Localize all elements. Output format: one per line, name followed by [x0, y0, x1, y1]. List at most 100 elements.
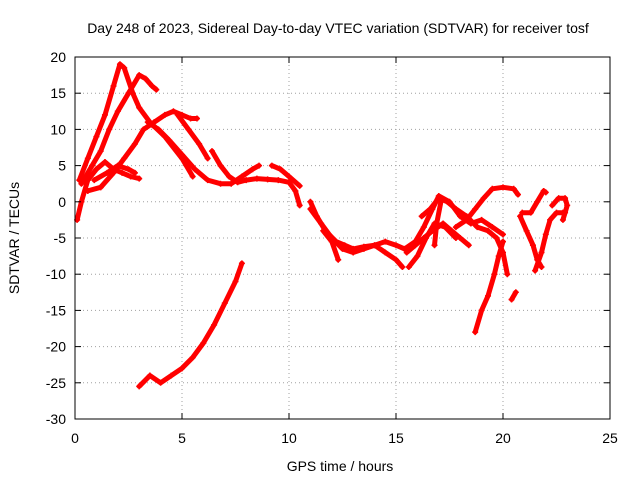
- data-point: [296, 202, 303, 209]
- data-point: [153, 86, 160, 93]
- data-point: [418, 213, 425, 220]
- data-point: [286, 179, 292, 186]
- series-arc-23-markers: [519, 187, 549, 216]
- data-point: [116, 61, 123, 68]
- data-point: [489, 185, 496, 192]
- series-arc-2-markers: [78, 72, 160, 187]
- data-point: [217, 162, 224, 169]
- data-point: [504, 271, 511, 278]
- data-point: [508, 296, 515, 303]
- data-point: [238, 260, 245, 267]
- data-point: [185, 126, 192, 133]
- data-point: [350, 249, 357, 256]
- data-point: [491, 271, 498, 278]
- series-arc-18-markers: [452, 184, 521, 231]
- data-point: [146, 372, 153, 379]
- series-arc-19-markers: [472, 238, 506, 336]
- data-point: [527, 209, 534, 216]
- data-point: [399, 263, 406, 270]
- data-point: [243, 177, 250, 184]
- series-arc-24-markers: [549, 195, 571, 223]
- y-tick-label: -10: [46, 266, 66, 282]
- x-tick-label: 15: [388, 430, 404, 446]
- series-arc-10-markers: [136, 260, 245, 390]
- data-point: [157, 379, 164, 386]
- data-point: [217, 180, 224, 187]
- data-point: [234, 179, 241, 186]
- series-arc-6-markers: [144, 119, 263, 187]
- data-point: [500, 231, 506, 238]
- series-arc-15: [406, 221, 459, 270]
- data-point: [187, 115, 194, 122]
- data-point: [200, 339, 207, 346]
- data-point: [127, 173, 134, 180]
- data-point: [500, 238, 506, 245]
- data-point: [179, 365, 185, 372]
- data-point: [542, 231, 549, 238]
- data-point: [474, 224, 481, 231]
- data-point: [555, 195, 562, 202]
- data-point: [189, 354, 196, 361]
- data-point: [174, 111, 181, 118]
- data-point: [101, 158, 108, 165]
- data-point: [166, 137, 173, 144]
- data-point: [510, 185, 517, 192]
- data-point: [84, 177, 91, 184]
- data-point: [559, 216, 566, 223]
- data-point: [204, 177, 211, 184]
- data-point: [253, 175, 260, 182]
- series-arc-12-markers: [307, 206, 406, 270]
- data-point: [142, 75, 149, 82]
- data-point: [144, 119, 151, 126]
- y-tick-label: 5: [58, 158, 66, 174]
- data-point: [208, 148, 215, 155]
- data-point: [136, 175, 143, 182]
- data-point: [401, 245, 408, 252]
- chart-title: Day 248 of 2023, Sidereal Day-to-day VTE…: [87, 20, 589, 36]
- data-point: [420, 224, 427, 231]
- data-point: [196, 140, 203, 147]
- data-point: [371, 242, 378, 249]
- y-tick-label: -5: [54, 230, 67, 246]
- series-arc-8-markers: [208, 148, 303, 209]
- data-point: [433, 220, 440, 227]
- data-point: [307, 206, 314, 213]
- data-point: [170, 108, 177, 115]
- data-point: [238, 173, 245, 180]
- data-point: [189, 173, 196, 180]
- series-arc-12: [307, 206, 405, 270]
- data-point: [534, 198, 541, 205]
- data-point: [119, 169, 126, 176]
- data-point: [393, 256, 399, 263]
- data-point: [538, 249, 545, 256]
- data-point: [553, 209, 560, 216]
- series-arc-22-markers: [532, 209, 566, 274]
- data-point: [221, 300, 228, 307]
- data-point: [97, 148, 104, 155]
- series-arc-7-markers: [174, 111, 211, 162]
- data-point: [296, 182, 303, 189]
- series-arc-20-markers: [508, 289, 519, 303]
- data-point: [84, 187, 91, 194]
- data-point: [405, 263, 412, 270]
- data-point: [485, 292, 492, 299]
- data-point: [226, 173, 233, 180]
- data-point: [519, 209, 526, 216]
- data-point: [382, 238, 389, 245]
- data-point: [562, 209, 569, 216]
- series-arc-17-markers: [431, 198, 444, 249]
- data-point: [110, 82, 117, 89]
- data-point: [442, 224, 449, 231]
- data-point: [444, 198, 451, 205]
- data-point: [403, 249, 410, 256]
- data-point: [318, 220, 325, 227]
- data-point: [307, 198, 314, 205]
- data-point: [435, 195, 442, 202]
- data-point: [89, 162, 96, 169]
- data-point: [101, 111, 108, 118]
- data-point: [204, 155, 211, 162]
- data-point: [472, 206, 479, 213]
- data-point: [179, 151, 185, 158]
- data-point: [97, 184, 104, 191]
